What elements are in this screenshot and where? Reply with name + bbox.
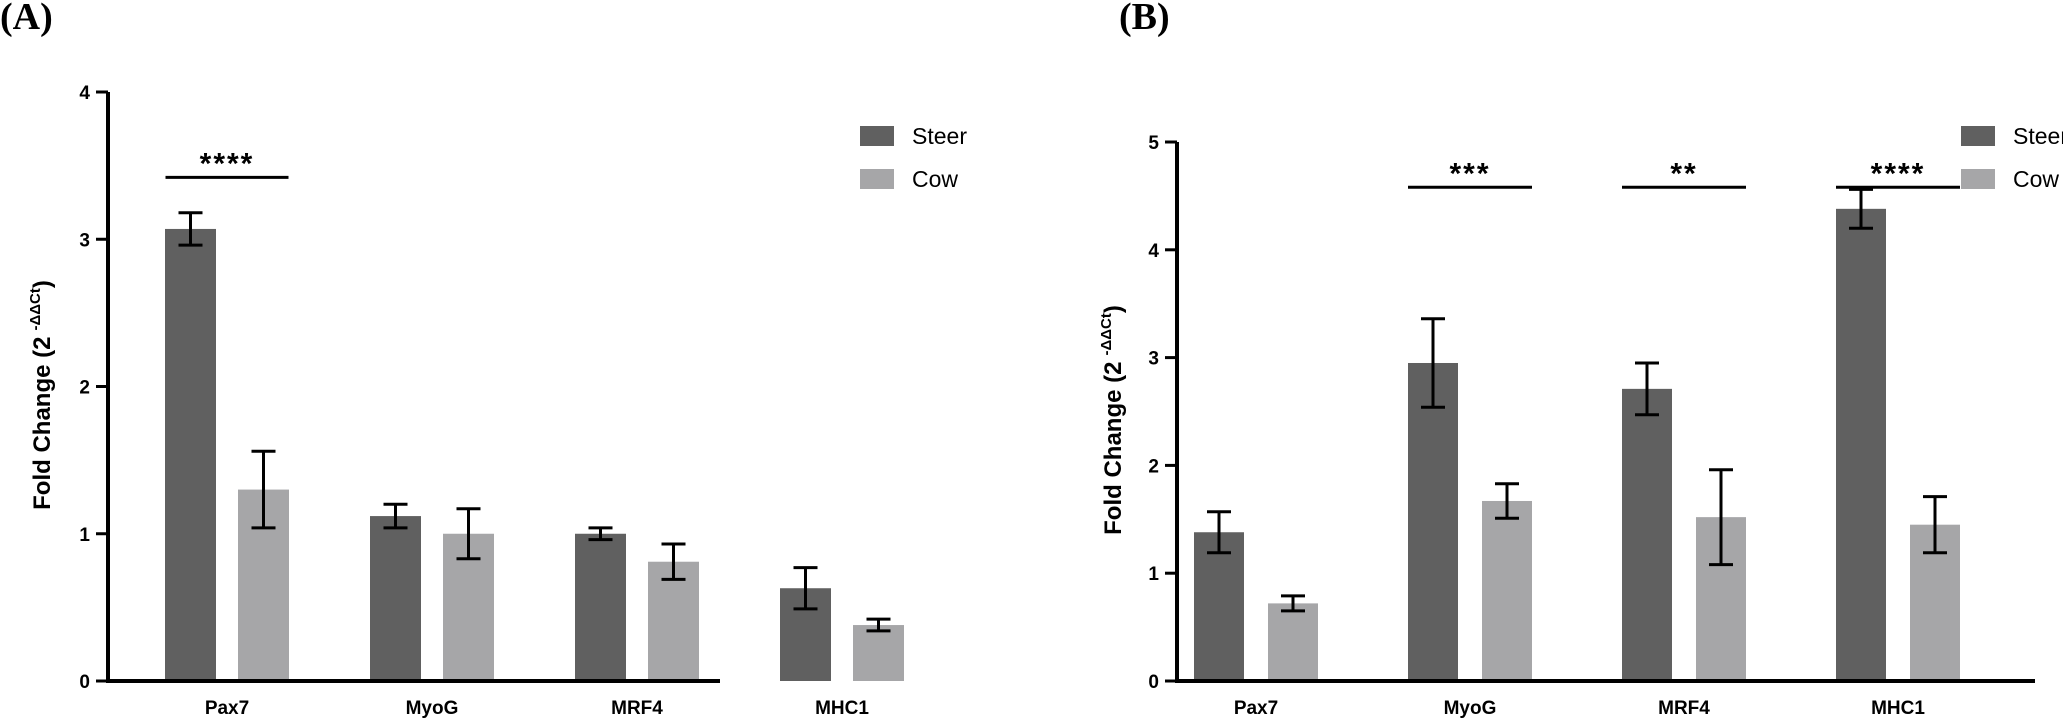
legend-label-cow: Cow — [912, 166, 958, 192]
x-tick-label: MRF4 — [611, 698, 663, 718]
y-axis-label-main: Fold Change (2 — [1100, 362, 1127, 535]
y-axis-label-main: Fold Change (2 — [29, 337, 56, 510]
y-axis-label: Fold Change (2 -ΔΔCt) — [27, 280, 56, 510]
bar-chart-a: (A) Fold Change (2 -ΔΔCt) 0 1 2 3 4 Pax7 MyoG MR… — [0, 0, 967, 718]
bar-cow-mhc1 — [853, 625, 904, 681]
y-tick-label: 2 — [79, 378, 90, 399]
significance-label: ** — [1670, 157, 1697, 190]
panel-label: (B) — [1119, 0, 1170, 38]
y-axis-label-superscript: -ΔΔCt — [1098, 313, 1115, 355]
legend-swatch-steer — [860, 126, 894, 146]
x-tick-label: MHC1 — [1871, 698, 1925, 718]
y-tick-label: 0 — [79, 672, 90, 693]
legend-swatch-cow — [1961, 169, 1995, 189]
x-tick-label: MyoG — [406, 698, 459, 718]
chart-marks: 0 1 2 3 4 Pax7 MyoG MRF4 MHC1 **** Steer Cow — [79, 83, 967, 718]
y-tick-label: 0 — [1148, 672, 1159, 693]
significance-label: **** — [200, 147, 255, 180]
y-tick-label: 4 — [79, 83, 90, 104]
x-tick-label: MHC1 — [815, 698, 869, 718]
y-tick-label: 1 — [79, 525, 90, 546]
x-tick-label: MRF4 — [1658, 698, 1710, 718]
x-tick-label: Pax7 — [205, 698, 249, 718]
significance-label: **** — [1871, 157, 1926, 190]
y-axis-label-close: ) — [1100, 305, 1127, 313]
y-axis-label-superscript: -ΔΔCt — [27, 288, 44, 330]
y-tick-label: 3 — [1148, 349, 1159, 370]
y-axis-label: Fold Change (2 -ΔΔCt) — [1098, 305, 1127, 535]
y-axis-label-close: ) — [29, 280, 56, 288]
y-tick-label: 3 — [79, 230, 90, 251]
bar-cow-mrf4 — [648, 561, 699, 681]
bar-steer-myog — [1408, 362, 1458, 681]
significance-label: *** — [1449, 157, 1490, 190]
x-tick-label: MyoG — [1444, 698, 1497, 718]
y-tick-label: 1 — [1148, 564, 1159, 585]
bar-cow-pax7 — [1268, 603, 1318, 681]
chart-panel-b: (B) Fold Change (2 -ΔΔCt) 0 1 2 3 4 5 Pax7 MyoG M… — [1031, 0, 2063, 718]
bar-steer-pax7 — [165, 228, 216, 681]
bar-chart-b: (B) Fold Change (2 -ΔΔCt) 0 1 2 3 4 5 Pax7 MyoG M… — [1098, 0, 2063, 718]
bar-steer-mrf4 — [575, 533, 626, 681]
y-tick-label: 5 — [1148, 133, 1159, 154]
bar-steer-mrf4 — [1622, 388, 1672, 681]
x-tick-label: Pax7 — [1234, 698, 1278, 718]
y-tick-label: 4 — [1148, 241, 1159, 262]
legend-swatch-steer — [1961, 126, 1995, 146]
bar-cow-myog — [1482, 500, 1532, 681]
panel-label: (A) — [0, 0, 53, 38]
y-tick-label: 2 — [1148, 456, 1159, 477]
bar-steer-pax7 — [1194, 532, 1244, 681]
bar-steer-mhc1 — [1836, 208, 1886, 681]
legend-label-steer: Steer — [912, 123, 967, 149]
legend-swatch-cow — [860, 169, 894, 189]
legend-label-cow: Cow — [2013, 166, 2059, 192]
legend-label-steer: Steer — [2013, 123, 2063, 149]
chart-panel-a: (A) Fold Change (2 -ΔΔCt) 0 1 2 3 4 Pax7 MyoG MR… — [0, 0, 1031, 718]
bar-steer-myog — [370, 516, 421, 681]
